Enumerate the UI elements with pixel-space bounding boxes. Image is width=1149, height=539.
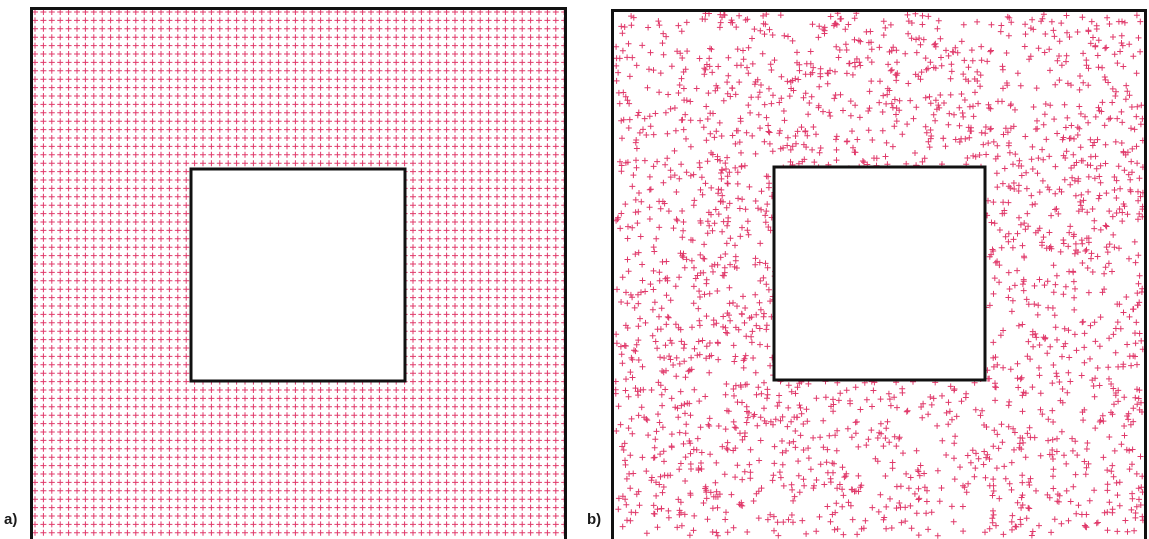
panel-a-regular-grid <box>30 7 567 539</box>
panel-b-hole <box>772 165 987 382</box>
panel-a-border <box>30 7 567 539</box>
panel-b-random-distribution <box>611 9 1147 539</box>
panel-b-markers <box>612 10 1146 539</box>
panel-a-hole <box>189 167 407 383</box>
panel-a-markers <box>32 9 567 536</box>
plus-marker-grid <box>32 9 567 536</box>
panel-b-border <box>611 9 1147 539</box>
panel-b-label: b) <box>587 511 602 528</box>
plus-marker-scatter <box>612 10 1146 539</box>
panel-a-label: a) <box>4 511 18 528</box>
